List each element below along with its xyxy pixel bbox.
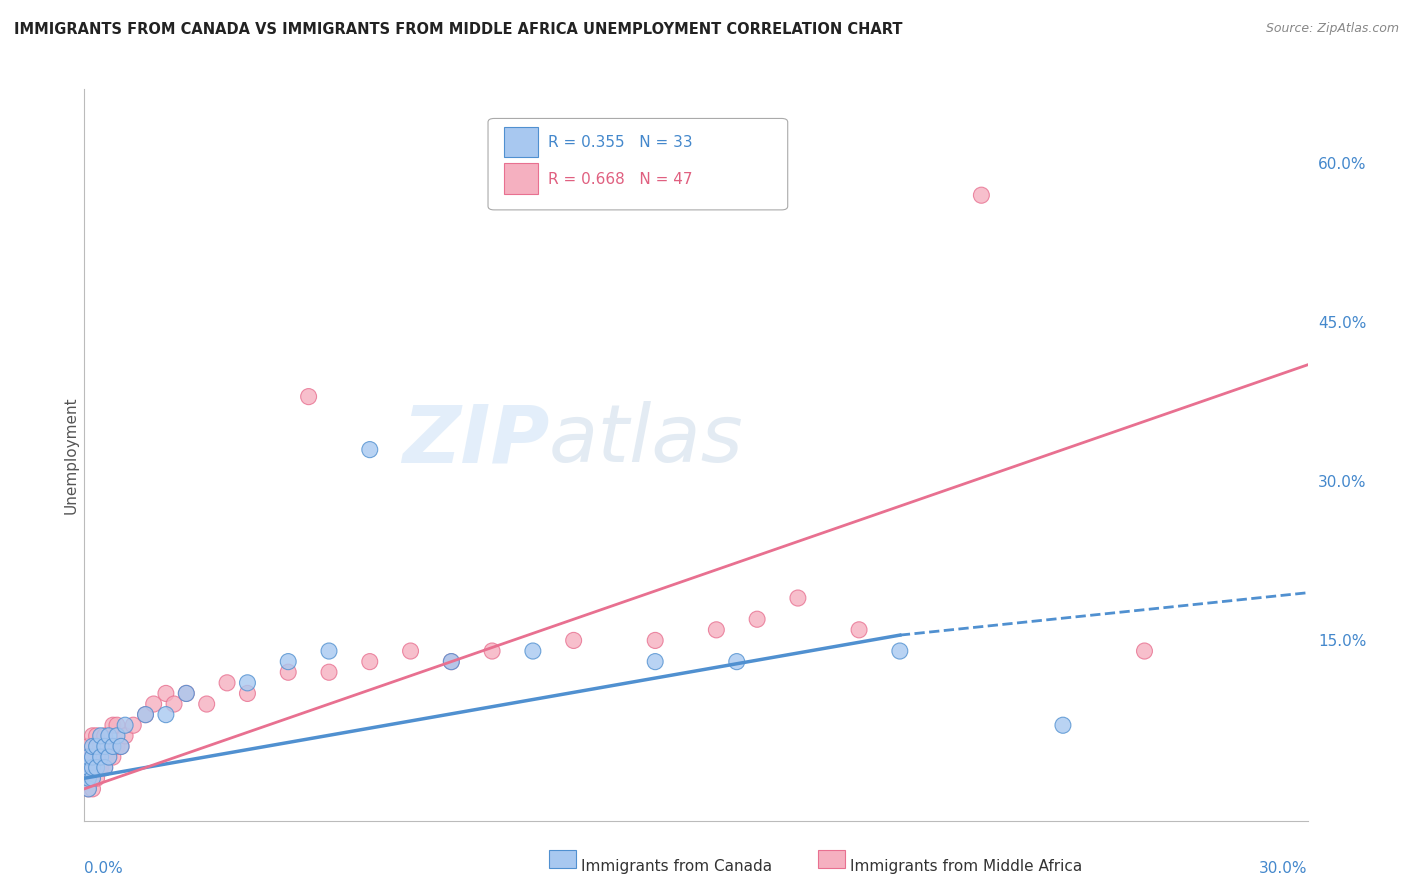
Ellipse shape — [301, 389, 316, 405]
Ellipse shape — [84, 728, 100, 744]
Ellipse shape — [280, 654, 297, 670]
Ellipse shape — [146, 696, 162, 712]
Ellipse shape — [728, 654, 745, 670]
Ellipse shape — [84, 770, 100, 786]
Ellipse shape — [80, 780, 97, 797]
Ellipse shape — [80, 770, 97, 786]
Ellipse shape — [84, 749, 100, 765]
Ellipse shape — [80, 739, 97, 755]
Text: Immigrants from Canada: Immigrants from Canada — [581, 859, 772, 874]
Ellipse shape — [84, 760, 100, 776]
Ellipse shape — [1136, 643, 1153, 659]
Ellipse shape — [84, 739, 100, 755]
Y-axis label: Unemployment: Unemployment — [63, 396, 79, 514]
Ellipse shape — [89, 760, 104, 776]
Ellipse shape — [280, 665, 297, 681]
Ellipse shape — [166, 696, 181, 712]
Ellipse shape — [891, 643, 908, 659]
Ellipse shape — [97, 760, 112, 776]
Text: IMMIGRANTS FROM CANADA VS IMMIGRANTS FROM MIDDLE AFRICA UNEMPLOYMENT CORRELATION: IMMIGRANTS FROM CANADA VS IMMIGRANTS FRO… — [14, 22, 903, 37]
Ellipse shape — [80, 760, 97, 776]
Ellipse shape — [138, 706, 153, 723]
Ellipse shape — [89, 770, 104, 786]
Ellipse shape — [117, 717, 134, 733]
Ellipse shape — [80, 749, 97, 765]
Text: Immigrants from Middle Africa: Immigrants from Middle Africa — [851, 859, 1083, 874]
Ellipse shape — [97, 760, 112, 776]
Ellipse shape — [105, 749, 121, 765]
Ellipse shape — [443, 654, 460, 670]
Ellipse shape — [157, 706, 174, 723]
Ellipse shape — [647, 632, 664, 648]
Ellipse shape — [112, 739, 129, 755]
Text: Source: ZipAtlas.com: Source: ZipAtlas.com — [1265, 22, 1399, 36]
Ellipse shape — [93, 749, 108, 765]
Ellipse shape — [321, 643, 337, 659]
Ellipse shape — [321, 665, 337, 681]
Ellipse shape — [80, 760, 97, 776]
Ellipse shape — [239, 685, 256, 701]
Ellipse shape — [749, 611, 765, 627]
Ellipse shape — [93, 739, 108, 755]
Ellipse shape — [89, 728, 104, 744]
Ellipse shape — [524, 643, 541, 659]
Ellipse shape — [484, 643, 501, 659]
Ellipse shape — [138, 706, 153, 723]
Ellipse shape — [219, 674, 235, 691]
Ellipse shape — [101, 749, 117, 765]
Ellipse shape — [402, 643, 419, 659]
Ellipse shape — [565, 632, 582, 648]
Ellipse shape — [112, 739, 129, 755]
Text: R = 0.355   N = 33: R = 0.355 N = 33 — [548, 135, 693, 150]
Ellipse shape — [84, 749, 100, 765]
Ellipse shape — [89, 749, 104, 765]
FancyBboxPatch shape — [818, 850, 845, 868]
FancyBboxPatch shape — [503, 163, 538, 194]
Ellipse shape — [361, 654, 378, 670]
Ellipse shape — [101, 749, 117, 765]
Text: ZIP: ZIP — [402, 401, 550, 479]
Ellipse shape — [97, 739, 112, 755]
FancyBboxPatch shape — [503, 127, 538, 157]
Ellipse shape — [973, 187, 990, 203]
Ellipse shape — [361, 442, 378, 458]
Ellipse shape — [105, 739, 121, 755]
Ellipse shape — [101, 728, 117, 744]
Ellipse shape — [851, 622, 868, 638]
Ellipse shape — [93, 728, 108, 744]
Ellipse shape — [443, 654, 460, 670]
Ellipse shape — [80, 780, 97, 797]
FancyBboxPatch shape — [550, 850, 576, 868]
Ellipse shape — [80, 770, 97, 786]
Ellipse shape — [84, 780, 100, 797]
Ellipse shape — [93, 760, 108, 776]
Ellipse shape — [179, 685, 194, 701]
Text: atlas: atlas — [550, 401, 744, 479]
Text: 30.0%: 30.0% — [1260, 861, 1308, 876]
Ellipse shape — [110, 717, 125, 733]
Ellipse shape — [647, 654, 664, 670]
Ellipse shape — [239, 674, 256, 691]
Ellipse shape — [89, 739, 104, 755]
Ellipse shape — [84, 770, 100, 786]
Ellipse shape — [709, 622, 724, 638]
FancyBboxPatch shape — [488, 119, 787, 210]
Ellipse shape — [97, 728, 112, 744]
Ellipse shape — [125, 717, 141, 733]
Ellipse shape — [110, 728, 125, 744]
Ellipse shape — [80, 749, 97, 765]
Ellipse shape — [105, 717, 121, 733]
Ellipse shape — [110, 739, 125, 755]
Ellipse shape — [179, 685, 194, 701]
Ellipse shape — [157, 685, 174, 701]
Text: 0.0%: 0.0% — [84, 861, 124, 876]
Ellipse shape — [117, 728, 134, 744]
Ellipse shape — [198, 696, 215, 712]
Ellipse shape — [790, 590, 806, 606]
Text: R = 0.668   N = 47: R = 0.668 N = 47 — [548, 171, 693, 186]
Ellipse shape — [1054, 717, 1071, 733]
